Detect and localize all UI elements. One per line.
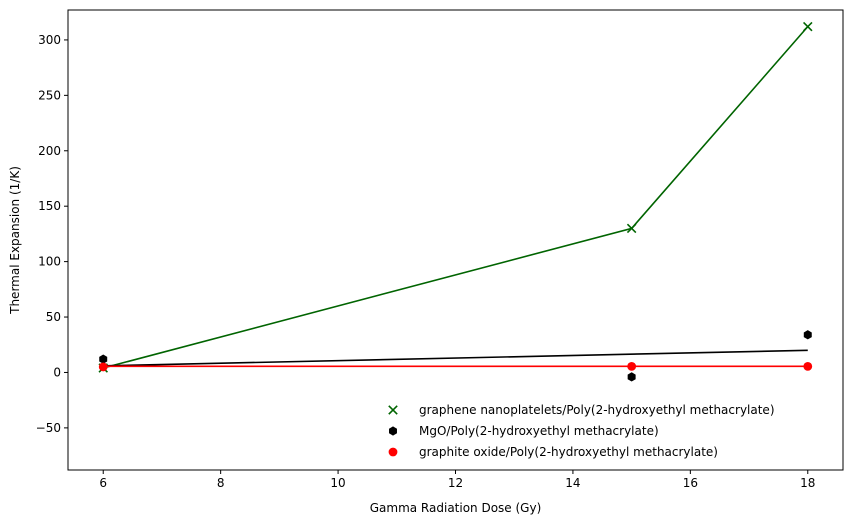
legend-label: graphene nanoplatelets/Poly(2-hydroxyeth… [419, 403, 775, 417]
x-tick-label: 18 [800, 476, 815, 490]
legend-label: graphite oxide/Poly(2-hydroxyethyl metha… [419, 445, 718, 459]
legend-marker [388, 447, 398, 457]
series-1-point [803, 21, 813, 32]
series-3-point [627, 361, 637, 371]
legend-label: MgO/Poly(2-hydroxyethyl methacrylate) [419, 424, 659, 438]
legend-marker [389, 426, 397, 436]
y-axis-title: Thermal Expansion (1/K) [8, 166, 22, 315]
series-2-point [99, 354, 108, 364]
y-tick-label: 200 [38, 144, 61, 158]
series-2-point [803, 330, 812, 340]
y-tick-label: 150 [38, 199, 61, 213]
series-line-1 [103, 26, 809, 369]
x-tick-label: 12 [448, 476, 463, 490]
legend-item: MgO/Poly(2-hydroxyethyl methacrylate) [389, 424, 659, 438]
series-1-point [626, 223, 637, 234]
y-tick-label: −50 [36, 421, 61, 435]
plot-frame [67, 9, 844, 471]
series-3-point [803, 361, 813, 371]
y-tick-label: 50 [46, 310, 61, 324]
y-tick-label: 100 [38, 255, 61, 269]
x-axis-title: Gamma Radiation Dose (Gy) [370, 501, 542, 515]
fit-lines [103, 26, 809, 369]
legend-item: graphite oxide/Poly(2-hydroxyethyl metha… [388, 445, 718, 459]
y-tick-label: 250 [38, 88, 61, 102]
x-axis-ticks: 6 8 10 12 14 16 18 [99, 470, 815, 490]
x-tick-label: 14 [565, 476, 580, 490]
y-tick-label: 0 [53, 365, 61, 379]
legend-marker [388, 405, 398, 415]
x-tick-label: 8 [217, 476, 225, 490]
x-tick-label: 16 [683, 476, 698, 490]
series-line-2 [103, 349, 808, 367]
legend: graphene nanoplatelets/Poly(2-hydroxyeth… [388, 403, 775, 459]
x-tick-label: 10 [330, 476, 345, 490]
series-2-point [627, 372, 636, 382]
y-tick-label: 300 [38, 33, 61, 47]
series-3-point [98, 362, 108, 372]
y-axis-ticks: −50 0 50 100 150 200 250 300 [36, 33, 68, 435]
legend-item: graphene nanoplatelets/Poly(2-hydroxyeth… [388, 403, 775, 417]
data-points [98, 21, 813, 382]
x-tick-label: 6 [99, 476, 107, 490]
